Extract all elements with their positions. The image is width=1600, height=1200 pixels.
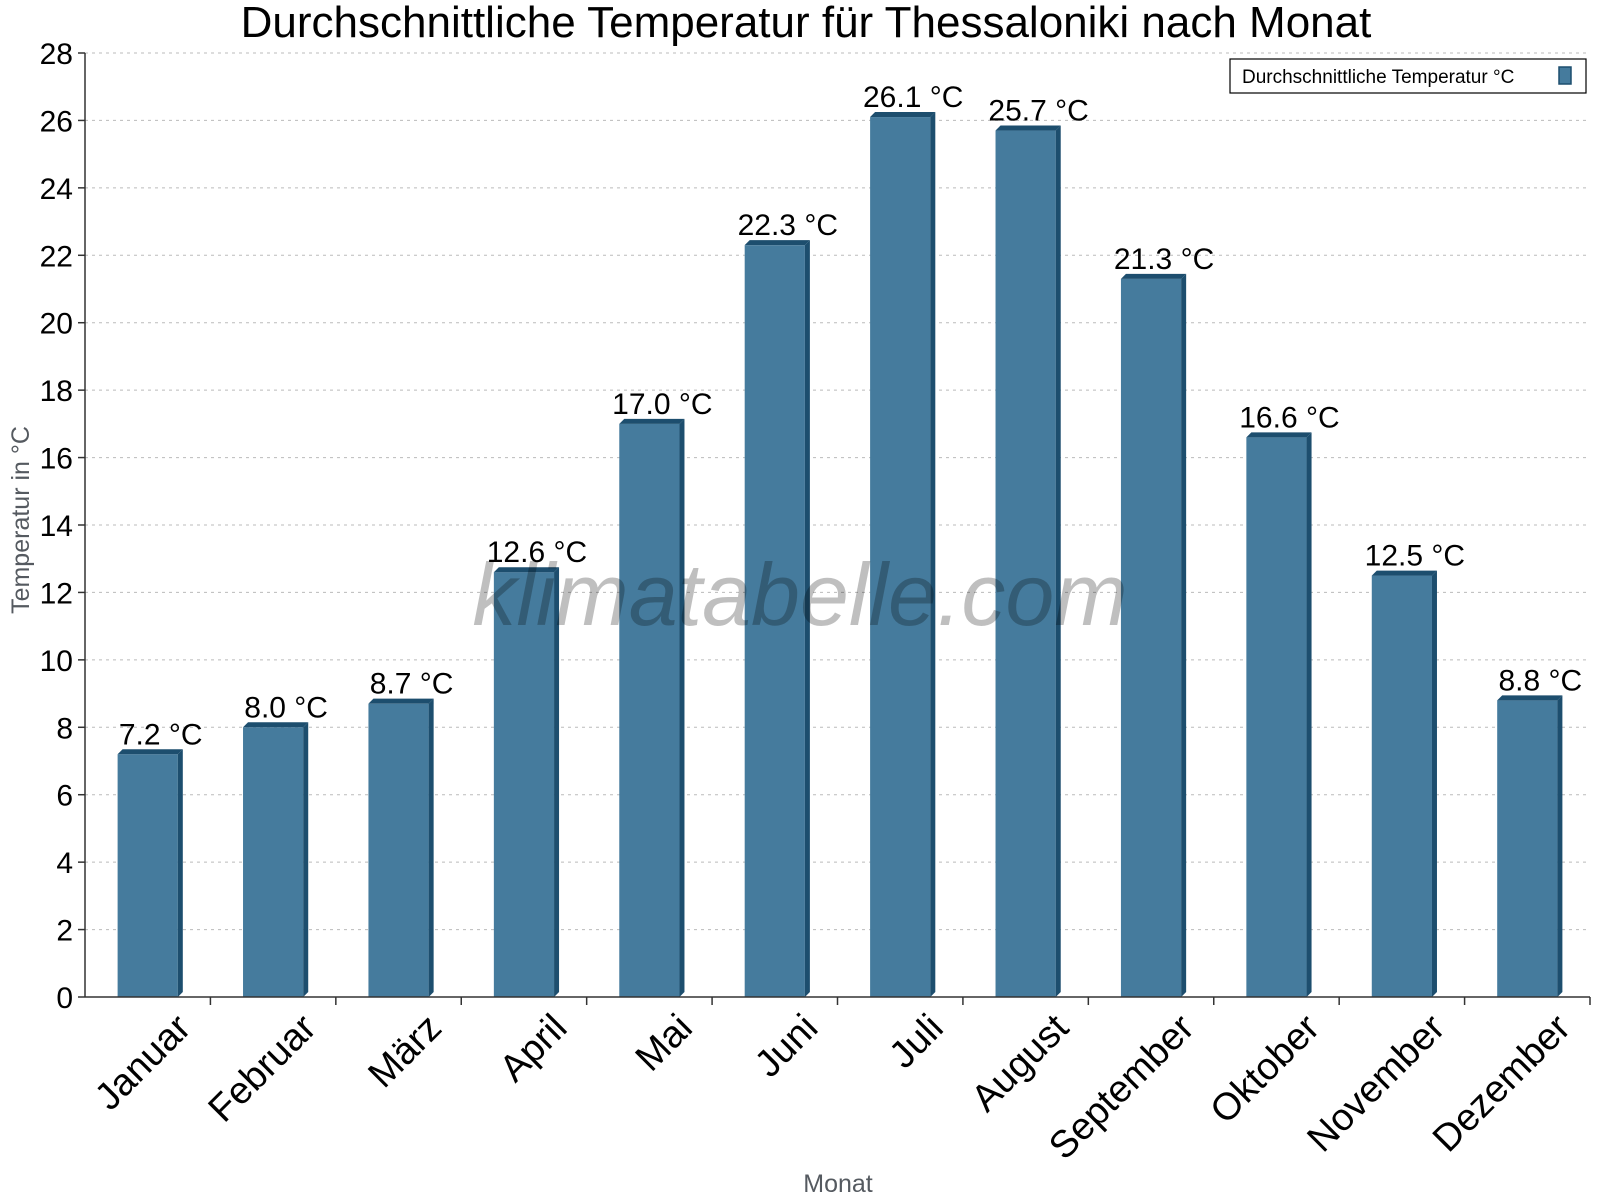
value-label: 8.8 °C: [1498, 664, 1582, 697]
value-label: 17.0 °C: [612, 388, 712, 421]
bar-top: [870, 112, 936, 118]
bar-top: [1497, 695, 1563, 701]
y-tick-label: 0: [56, 982, 73, 1015]
y-tick-label: 6: [56, 780, 73, 813]
y-tick-label: 16: [40, 443, 73, 476]
x-tick-label: Januar: [87, 1006, 199, 1118]
x-axis-title: Monat: [803, 1170, 873, 1198]
y-tick-label: 4: [56, 847, 73, 880]
bar-top: [493, 567, 560, 573]
grid-lines: [85, 52, 1590, 931]
value-label: 25.7 °C: [988, 95, 1088, 128]
legend: Durchschnittliche Temperatur °C: [1229, 58, 1587, 94]
x-tick-label: Juli: [882, 1007, 952, 1077]
bar-top: [744, 240, 810, 246]
bar-side: [804, 240, 810, 997]
y-tick-label: 22: [40, 240, 73, 273]
value-label: 16.6 °C: [1239, 401, 1339, 434]
bar-top: [1120, 273, 1187, 279]
bar-top: [117, 749, 183, 755]
bar-side: [930, 112, 936, 998]
y-tick-label: 2: [56, 915, 73, 948]
bar-top: [368, 698, 434, 704]
x-tick-label: August: [964, 1006, 1078, 1120]
bar: [744, 245, 805, 997]
y-tick-label: 24: [40, 173, 73, 206]
bar: [1120, 278, 1182, 997]
bars: [117, 112, 1563, 998]
x-tick-label: Oktober: [1203, 1006, 1329, 1132]
y-axis-title: Temperatur in °C: [7, 426, 35, 614]
value-label: 8.7 °C: [370, 668, 454, 701]
y-tick-label: 28: [40, 38, 73, 71]
bar-side: [1055, 125, 1061, 998]
bar: [619, 423, 680, 997]
value-label: 22.3 °C: [738, 209, 838, 242]
bar-top: [619, 418, 685, 424]
y-tick-label: 18: [40, 375, 73, 408]
bar-top: [1371, 570, 1437, 576]
value-label: 7.2 °C: [119, 718, 203, 751]
bar-side: [1431, 570, 1437, 997]
value-label: 12.6 °C: [487, 536, 587, 569]
bar: [493, 572, 555, 997]
value-label: 12.5 °C: [1365, 540, 1465, 573]
bar-side: [428, 698, 434, 997]
bar: [1246, 437, 1307, 997]
bar-side: [1557, 695, 1563, 997]
bar-side: [554, 567, 560, 997]
bar: [1371, 575, 1432, 997]
legend-swatch: [1558, 66, 1572, 85]
legend-box: [1229, 58, 1587, 94]
x-tick-label: Februar: [201, 1006, 325, 1130]
value-label: 21.3 °C: [1114, 243, 1214, 276]
bar-side: [679, 418, 685, 997]
value-labels: 7.2 °C 8.0 °C 8.7 °C 12.6 °C 17.0 °C 22.3 °C 2…: [119, 81, 1582, 751]
bar-side: [1181, 273, 1187, 997]
bar-side: [303, 722, 309, 997]
y-tick-label: 12: [40, 577, 73, 610]
legend-label: Durchschnittliche Temperatur °C: [1242, 67, 1514, 88]
x-tick-label: Juni: [747, 1007, 826, 1086]
bar: [1497, 700, 1558, 997]
bar: [995, 130, 1056, 998]
bar: [117, 754, 178, 997]
bar: [243, 727, 304, 997]
bar: [870, 117, 931, 998]
bar-side: [177, 749, 183, 997]
bar-side: [1306, 432, 1312, 997]
x-tick-label: Mai: [628, 1007, 701, 1080]
bar-top: [243, 722, 309, 728]
bar-top: [995, 125, 1061, 131]
watermark: klimatabelle.com: [472, 545, 1127, 644]
y-tick-label: 10: [40, 645, 73, 678]
value-label: 8.0 °C: [244, 691, 328, 724]
y-tick-label: 20: [40, 308, 73, 341]
x-tick-label: Dezember: [1425, 1006, 1579, 1160]
x-tick-label: April: [492, 1007, 575, 1090]
bar-top: [1246, 432, 1312, 438]
y-tick-label: 26: [40, 105, 73, 138]
value-label: 26.1 °C: [863, 81, 963, 114]
y-tick-label: 8: [56, 712, 73, 745]
chart-title: Durchschnittliche Temperatur für Thessal…: [241, 0, 1372, 47]
y-tick-label: 14: [40, 510, 73, 543]
bar: [368, 703, 429, 997]
x-tick-label: März: [360, 1007, 449, 1096]
